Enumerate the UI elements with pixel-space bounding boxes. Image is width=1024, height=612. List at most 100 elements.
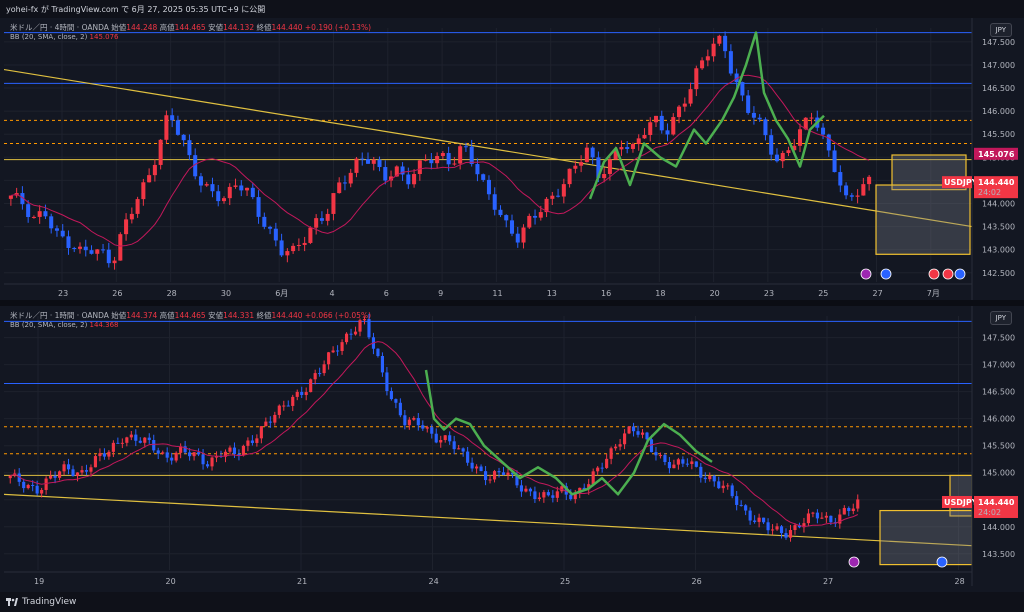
candle-body — [623, 433, 627, 445]
candle-body — [497, 471, 501, 473]
candle-body — [457, 448, 461, 450]
candle-body — [658, 455, 663, 457]
candle-body — [648, 122, 653, 135]
low-label: 安値 — [208, 311, 224, 320]
candle-body — [607, 159, 612, 174]
candle-body — [640, 432, 645, 435]
candle-body — [268, 226, 273, 229]
candle-body — [766, 522, 770, 531]
candle-body — [165, 452, 169, 458]
currency-button[interactable]: JPY — [989, 311, 1012, 325]
candle-body — [385, 372, 389, 392]
candle-body — [371, 159, 376, 164]
candle-body — [556, 195, 561, 197]
candle-body — [221, 198, 227, 202]
candle-body — [688, 89, 693, 104]
candle-body — [784, 533, 788, 538]
candle-body — [762, 517, 766, 523]
bb-indicator-label[interactable]: BB (20, SMA, close, 2) 144.368 — [10, 321, 119, 329]
candle-body — [143, 437, 147, 443]
candle-body — [625, 147, 630, 149]
candle-body — [492, 194, 497, 210]
time-tick-label: 4 — [330, 289, 335, 298]
candle-body — [380, 355, 385, 373]
candle-body — [156, 450, 160, 454]
candle-body — [521, 227, 526, 243]
time-tick-label: 27 — [873, 289, 883, 298]
candle-body — [349, 333, 353, 335]
price-tick-label: 147.000 — [982, 361, 1015, 370]
candle-body — [685, 463, 689, 465]
candle-body — [193, 155, 198, 177]
time-tick-label: 28 — [955, 577, 965, 586]
candle-body — [590, 147, 595, 158]
candle-body — [277, 405, 281, 415]
bb-value: 144.368 — [89, 321, 119, 329]
candle-body — [600, 467, 604, 469]
candle-body — [181, 134, 186, 141]
bb-name: BB (20, SMA, close, 2) — [10, 33, 88, 41]
candle-body — [649, 439, 654, 453]
price-tick-label: 143.500 — [982, 550, 1015, 559]
candle-body — [314, 218, 319, 228]
bb-value: 145.076 — [89, 33, 119, 41]
candle-body — [228, 447, 232, 452]
candle-body — [319, 218, 324, 221]
panel-separator[interactable] — [0, 300, 1024, 306]
candle-body — [723, 35, 728, 52]
candle-body — [259, 426, 263, 439]
candle-body — [98, 453, 102, 457]
symbol-tag-text: USDJPY — [944, 178, 978, 187]
candle-body — [322, 364, 326, 374]
candle-body — [421, 425, 425, 429]
candle-body — [158, 139, 163, 165]
candle-body — [129, 213, 134, 220]
candle-body — [72, 247, 77, 249]
candle-body — [268, 421, 272, 423]
candle-body — [26, 484, 30, 489]
candle-body — [555, 491, 559, 498]
open-label: 始値 — [111, 23, 127, 32]
candle-body — [614, 446, 618, 449]
candle-body — [262, 216, 267, 227]
candle-body — [820, 517, 824, 519]
price-tick-label: 147.000 — [982, 61, 1015, 70]
chart-canvas-1h[interactable]: 147.500 147.000 146.500 146.000 145.500 145.0… — [4, 306, 1020, 586]
candle-body — [631, 426, 636, 432]
candle-body — [327, 352, 331, 365]
candle-body — [232, 447, 237, 455]
candle-body — [147, 437, 151, 441]
chart-panel-1h[interactable]: 147.500 147.000 146.500 146.000 145.500 145.0… — [4, 306, 1020, 586]
bb-middle-line — [10, 341, 859, 528]
candle-body — [83, 246, 88, 251]
symbol-tag — [942, 176, 972, 189]
candle-body — [216, 191, 221, 202]
candle-body — [492, 471, 497, 480]
currency-button[interactable]: JPY — [989, 23, 1012, 37]
candle-body — [336, 350, 340, 352]
candle-body — [358, 320, 362, 332]
candle-body — [515, 474, 519, 486]
tradingview-logo-icon — [6, 598, 18, 606]
close-value: 144.440 — [271, 311, 303, 320]
candle-body — [60, 230, 65, 237]
candle-body — [694, 68, 699, 90]
candle-body — [152, 440, 156, 451]
time-tick-label: 26 — [692, 577, 702, 586]
candle-body — [174, 452, 178, 461]
candle-body — [627, 426, 631, 434]
candle-body — [663, 455, 667, 463]
price-tick-label: 145.500 — [982, 442, 1015, 451]
candle-body — [57, 471, 62, 478]
candle-body — [466, 451, 470, 463]
chart-panel-4h[interactable]: 147.500 147.000 146.500 146.000 145.500 145.0… — [4, 18, 1020, 300]
candle-body — [667, 462, 671, 469]
chart-canvas-4h[interactable]: 147.500 147.000 146.500 146.000 145.500 145.0… — [4, 18, 1020, 300]
candle-body — [239, 185, 244, 191]
candle-body — [77, 246, 83, 249]
high-label: 高値 — [159, 23, 175, 32]
candle-body — [273, 414, 277, 423]
candle-body — [241, 445, 245, 456]
high-value: 144.465 — [174, 23, 206, 32]
bb-indicator-label[interactable]: BB (20, SMA, close, 2) 145.076 — [10, 33, 119, 41]
